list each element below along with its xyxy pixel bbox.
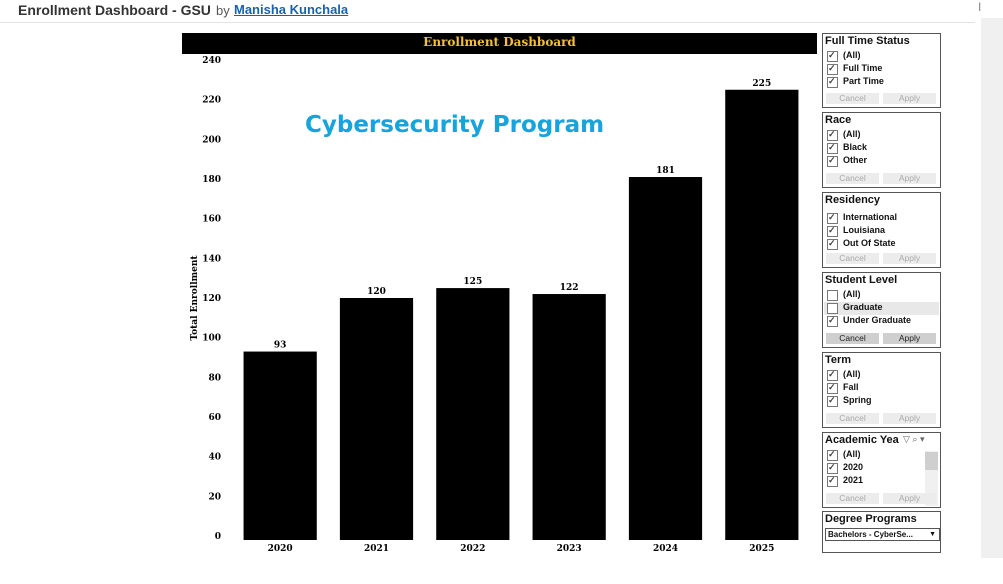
edge-mark: I — [978, 0, 982, 14]
checkbox[interactable] — [827, 63, 838, 75]
program-overlay-label: Cybersecurity Program — [305, 112, 605, 138]
cancel-button[interactable]: Cancel — [826, 333, 879, 344]
hover-highlight — [824, 302, 939, 315]
filter-title: Student Level — [825, 274, 898, 286]
filter-title: Term — [825, 354, 852, 366]
checkbox[interactable] — [827, 76, 838, 88]
cancel-button[interactable]: Cancel — [826, 413, 879, 424]
apply-button[interactable]: Apply — [883, 413, 936, 424]
bar-2025 — [725, 89, 799, 540]
dropdown-value: Bachelors - CyberSe... — [828, 530, 913, 539]
y-tick-label: 60 — [208, 413, 221, 423]
checkbox[interactable] — [827, 225, 838, 237]
apply-button[interactable]: Apply — [883, 493, 936, 504]
cancel-button[interactable]: Cancel — [826, 93, 879, 104]
apply-button[interactable]: Apply — [883, 253, 936, 264]
x-tick-label: 2024 — [653, 544, 678, 554]
cancel-button[interactable]: Cancel — [826, 493, 879, 504]
cancel-button[interactable]: Cancel — [826, 253, 879, 264]
chevron-down-icon: ▼ — [929, 531, 936, 538]
bar-2023 — [532, 294, 606, 540]
y-tick-label: 180 — [202, 175, 221, 185]
bar-2021 — [339, 298, 414, 540]
y-axis-label: Total Enrollment — [190, 255, 200, 341]
checkbox[interactable] — [827, 315, 838, 327]
bar-2024 — [628, 177, 703, 540]
filter-title: Degree Programs — [825, 513, 917, 525]
filter-title: Full Time Status — [825, 35, 910, 47]
y-tick-label: 120 — [202, 294, 221, 304]
filter-title: Residency — [825, 194, 881, 206]
filter-search-icons[interactable]: ▽ ⌕ ▾ — [903, 434, 925, 444]
data-label-2021: 120 — [367, 287, 386, 297]
filter-residency: Residency International Louisiana Out Of… — [822, 192, 941, 268]
x-tick-label: 2025 — [749, 544, 774, 554]
checkbox[interactable] — [827, 290, 838, 301]
apply-button[interactable]: Apply — [883, 173, 936, 184]
author-link[interactable]: Manisha Kunchala — [234, 2, 349, 17]
filter-title: Academic Yea — [825, 434, 899, 446]
byline-prefix: by — [216, 3, 230, 18]
data-label-2020: 93 — [274, 341, 287, 351]
checkbox[interactable] — [827, 475, 838, 487]
data-label-2023: 122 — [560, 283, 579, 293]
checkbox[interactable] — [827, 395, 838, 407]
y-tick-label: 200 — [202, 135, 221, 145]
filter-term: Term (All) Fall Spring Cancel Apply — [822, 352, 941, 428]
y-tick-label: 40 — [208, 453, 221, 463]
filter-race: Race (All) Black Other Cancel Apply — [822, 112, 941, 188]
y-tick-label: 220 — [202, 96, 221, 106]
checkbox[interactable] — [827, 449, 838, 461]
y-tick-label: 160 — [202, 215, 221, 225]
checkbox[interactable] — [827, 303, 838, 314]
chart-title: Enrollment Dashboard — [423, 35, 576, 49]
chart-title-bar — [182, 33, 817, 54]
filter-degree-programs: Degree Programs Bachelors - CyberSe... ▼ — [822, 511, 941, 553]
data-label-2024: 181 — [656, 166, 675, 176]
data-label-2022: 125 — [463, 277, 482, 287]
enrollment-bar-chart: 0 20 40 60 80 100 120 140 160 180 200 220 240 Total E… — [190, 56, 799, 554]
checkbox[interactable] — [827, 212, 838, 224]
y-tick-label: 20 — [208, 492, 221, 502]
checkbox[interactable] — [827, 238, 838, 250]
bar-2020 — [243, 351, 317, 540]
x-tick-label: 2023 — [557, 544, 582, 554]
y-tick-label: 100 — [202, 334, 221, 344]
filter-title: Race — [825, 114, 852, 126]
data-label-2025: 225 — [752, 79, 771, 89]
apply-button[interactable]: Apply — [883, 93, 936, 104]
y-tick-label: 0 — [215, 532, 221, 542]
x-tick-label: 2020 — [268, 544, 293, 554]
y-tick-label: 80 — [208, 373, 221, 383]
checkbox[interactable] — [827, 369, 838, 381]
apply-button[interactable]: Apply — [883, 333, 936, 344]
right-scroll-strip — [981, 18, 1003, 558]
checkbox[interactable] — [827, 50, 838, 62]
filter-scroll-thumb[interactable] — [925, 452, 938, 470]
degree-program-dropdown[interactable]: Bachelors - CyberSe... ▼ — [825, 528, 940, 541]
x-tick-label: 2021 — [364, 544, 389, 554]
checkbox[interactable] — [827, 129, 838, 141]
dashboard-header: Enrollment Dashboard - GSU by Manisha Ku… — [0, 0, 975, 23]
checkbox[interactable] — [827, 382, 838, 394]
checkbox[interactable] — [827, 142, 838, 154]
cancel-button[interactable]: Cancel — [826, 173, 879, 184]
filter-student-level: Student Level (All) Graduate Under Gradu… — [822, 272, 941, 348]
dashboard-title: Enrollment Dashboard - GSU — [18, 2, 211, 18]
x-tick-label: 2022 — [460, 544, 485, 554]
filter-academic-year: Academic Yea ▽ ⌕ ▾ (All) 2020 2021 Cance… — [822, 432, 941, 508]
y-tick-label: 240 — [202, 56, 221, 66]
checkbox[interactable] — [827, 462, 838, 474]
bar-2022 — [436, 288, 510, 540]
filter-full-time-status: Full Time Status (All) Full Time Part Ti… — [822, 33, 941, 108]
y-tick-label: 140 — [202, 254, 221, 264]
checkbox[interactable] — [827, 155, 838, 167]
